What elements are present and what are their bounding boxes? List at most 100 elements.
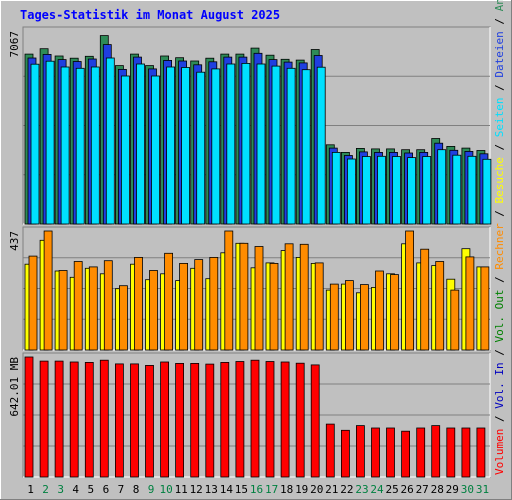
middle-bar-rechner-6 (103, 260, 113, 351)
middle-bar-rechner-2 (43, 230, 53, 351)
x-tick-label-21: 21 (325, 483, 338, 496)
legend-entry-separator: / (493, 270, 506, 290)
middle-bar-rechner-5 (88, 266, 98, 351)
middle-bar-rechner-10 (164, 252, 174, 351)
x-tick-label-13: 13 (205, 483, 218, 496)
middle-bar-rechner-27 (420, 248, 430, 351)
bottom-bar-volumen-20 (310, 364, 320, 478)
top-bar-seiten-1 (30, 63, 40, 225)
top-bar-seiten-26 (407, 157, 417, 225)
bottom-bar-volumen-21 (325, 423, 335, 478)
top-bar-seiten-23 (361, 156, 371, 225)
top-bar-seiten-5 (90, 66, 100, 225)
legend-entry-dateien: Dateien (493, 31, 506, 77)
bottom-bar-volumen-7 (115, 363, 124, 478)
x-tick-label-7: 7 (118, 483, 125, 496)
middle-bar-rechner-23 (359, 284, 369, 351)
bottom-bar-volumen-31 (476, 427, 486, 478)
bottom-bar-volumen-19 (295, 362, 305, 478)
bottom-bar-volumen-15 (235, 361, 245, 478)
bottom-bar-volumen-11 (175, 362, 185, 478)
x-tick-label-1: 1 (27, 483, 34, 496)
middle-bar-rechner-24 (375, 270, 384, 351)
middle-bar-rechner-7 (119, 285, 128, 351)
bottom-bar-volumen-14 (220, 361, 230, 478)
bottom-bar-volumen-22 (340, 429, 350, 478)
bottom-bar-volumen-28 (431, 425, 441, 478)
middle-bar-rechner-14 (224, 230, 234, 351)
bottom-bar-volumen-30 (461, 427, 471, 478)
legend-entry-separator: / (493, 78, 506, 98)
top-bar-seiten-10 (166, 66, 176, 225)
top-bar-seiten-30 (467, 155, 477, 225)
top-bar-seiten-21 (331, 151, 341, 225)
middle-bar-rechner-30 (465, 256, 475, 351)
legend-entry-vol-out: Vol. Out (493, 290, 506, 343)
top-bar-seiten-8 (136, 63, 145, 225)
top-bar-seiten-19 (301, 69, 311, 225)
middle-bar-rechner-17 (269, 262, 279, 351)
x-tick-label-5: 5 (87, 483, 94, 496)
x-tick-label-27: 27 (416, 483, 429, 496)
top-bar-seiten-31 (482, 158, 492, 225)
x-tick-label-9: 9 (148, 483, 155, 496)
top-bar-seiten-22 (346, 158, 356, 225)
middle-bar-rechner-1 (28, 255, 38, 351)
right-legend: Volumen / Vol. In / Vol. Out / Rechner /… (493, 0, 506, 475)
x-tick-label-29: 29 (446, 483, 459, 496)
top-bar-seiten-6 (105, 57, 115, 225)
top-bar-seiten-28 (437, 149, 447, 225)
x-tick-label-2: 2 (42, 483, 49, 496)
x-tick-label-24: 24 (370, 483, 384, 496)
legend-entry-separator: / (493, 343, 506, 363)
top-bar-seiten-9 (151, 75, 160, 225)
bottom-max-label: 642.01 MB (8, 357, 21, 417)
top-max-label: 7067 (8, 31, 21, 58)
middle-bar-rechner-31 (480, 266, 490, 351)
bottom-bar-volumen-13 (205, 363, 215, 478)
top-bar-seiten-27 (422, 156, 432, 225)
legend-entry-separator: / (493, 203, 506, 223)
middle-bar-rechner-29 (450, 289, 460, 351)
top-bar-seiten-4 (75, 67, 85, 225)
legend-entry-seiten: Seiten (493, 97, 506, 137)
x-tick-label-22: 22 (340, 483, 353, 496)
legend-entry-vol-in: Vol. In (493, 362, 506, 408)
x-tick-label-4: 4 (72, 483, 79, 496)
bottom-bar-volumen-8 (130, 363, 139, 478)
x-tick-label-12: 12 (190, 483, 203, 496)
bottom-bar-volumen-26 (401, 430, 411, 478)
bottom-bar-volumen-1 (24, 356, 34, 478)
bottom-bar-volumen-17 (265, 361, 275, 478)
bottom-bar-volumen-9 (145, 364, 154, 478)
middle-bar-rechner-26 (405, 230, 415, 351)
middle-bar-rechner-12 (194, 259, 204, 351)
bottom-bar-volumen-12 (190, 362, 200, 478)
bottom-bar-volumen-3 (54, 360, 64, 478)
middle-bar-rechner-4 (73, 261, 83, 351)
top-bar-seiten-25 (392, 156, 401, 225)
middle-bar-rechner-22 (344, 280, 354, 351)
middle-bar-rechner-16 (254, 246, 264, 351)
top-bar-seiten-15 (241, 63, 251, 225)
bottom-bar-volumen-6 (99, 359, 109, 478)
middle-max-label: 437 (8, 231, 21, 251)
middle-bar-rechner-28 (435, 261, 445, 351)
top-bar-seiten-11 (181, 67, 191, 225)
middle-bar-rechner-15 (239, 242, 249, 351)
middle-bar-rechner-20 (314, 262, 324, 351)
bottom-bar-volumen-16 (250, 359, 260, 478)
middle-bar-rechner-13 (209, 256, 219, 351)
legend-entry-separator: / (493, 11, 506, 31)
legend-entry-anfragen: Anfragen (493, 0, 506, 11)
legend-entry-besuche: Besuche (493, 157, 506, 203)
legend-entry-separator: / (493, 137, 506, 157)
x-tick-label-23: 23 (355, 483, 368, 496)
x-tick-label-11: 11 (175, 483, 188, 496)
middle-bar-rechner-8 (134, 256, 143, 351)
x-tick-label-3: 3 (57, 483, 64, 496)
middle-bar-rechner-9 (149, 270, 158, 351)
bottom-bar-volumen-10 (160, 361, 170, 478)
bottom-bar-volumen-29 (446, 427, 456, 478)
bottom-bar-volumen-23 (355, 425, 365, 478)
